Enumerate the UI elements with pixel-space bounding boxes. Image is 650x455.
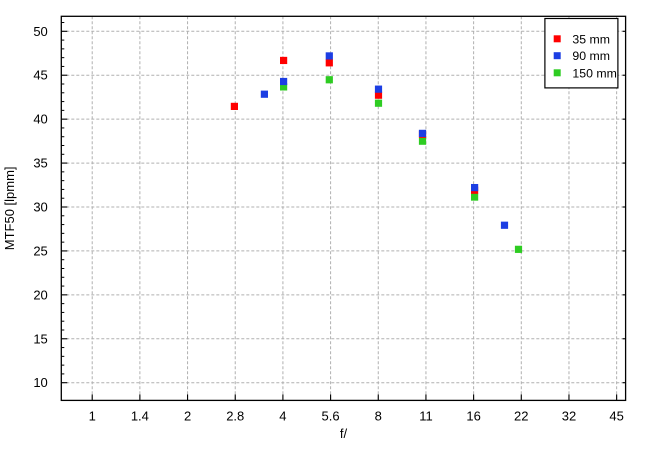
svg-text:90 mm: 90 mm: [572, 49, 610, 63]
svg-text:45: 45: [33, 68, 47, 83]
svg-text:16: 16: [466, 409, 480, 424]
svg-text:1.4: 1.4: [131, 409, 149, 424]
svg-text:20: 20: [33, 287, 47, 302]
svg-text:15: 15: [33, 331, 47, 346]
svg-text:8: 8: [375, 409, 382, 424]
svg-text:2.8: 2.8: [226, 409, 244, 424]
svg-text:45: 45: [609, 409, 623, 424]
svg-text:25: 25: [33, 243, 47, 258]
svg-text:5.6: 5.6: [322, 409, 340, 424]
svg-text:35: 35: [33, 156, 47, 171]
svg-text:4: 4: [279, 409, 286, 424]
svg-text:MTF50 [lpmm]: MTF50 [lpmm]: [2, 166, 17, 250]
svg-text:22: 22: [514, 409, 528, 424]
svg-text:40: 40: [33, 112, 47, 127]
svg-text:35 mm: 35 mm: [572, 32, 610, 46]
svg-text:11: 11: [419, 409, 433, 424]
svg-text:f/: f/: [340, 426, 348, 441]
svg-text:30: 30: [33, 200, 47, 215]
svg-text:150 mm: 150 mm: [572, 66, 616, 80]
svg-text:50: 50: [33, 24, 47, 39]
svg-text:10: 10: [33, 375, 47, 390]
svg-text:2: 2: [184, 409, 191, 424]
svg-text:32: 32: [562, 409, 576, 424]
svg-text:1: 1: [89, 409, 96, 424]
